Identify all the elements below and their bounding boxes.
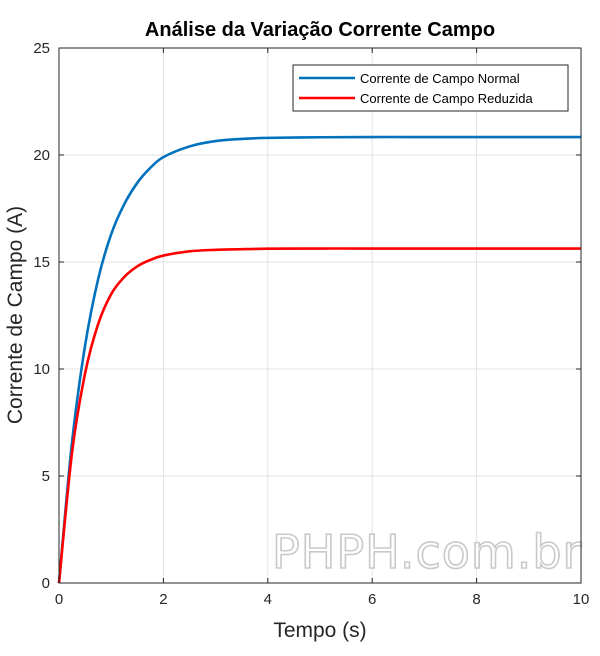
series-line-1 (57, 135, 581, 584)
x-tick-label: 0 (55, 591, 63, 608)
plot-frame (58, 47, 582, 584)
y-axis-label: Corrente de Campo (A) (4, 206, 27, 424)
y-tick-label: 15 (33, 254, 50, 271)
legend-label: Corrente de Campo Reduzida (360, 91, 533, 106)
x-tick-label: 10 (573, 591, 590, 608)
tick-labels: 0 2 4 6 8 10 0 5 10 15 20 25 (33, 40, 589, 608)
plot-background (59, 48, 581, 583)
legend-label: Corrente de Campo Normal (360, 71, 520, 86)
series-lines (57, 135, 581, 584)
x-tick-label: 2 (159, 591, 167, 608)
x-tick-label: 4 (264, 591, 272, 608)
y-tick-label: 25 (33, 40, 50, 57)
x-axis-label: Tempo (s) (273, 619, 366, 642)
x-tick-label: 6 (368, 591, 376, 608)
watermark: PHPH.com.br (272, 525, 582, 579)
chart-title: Análise da Variação Corrente Campo (145, 19, 495, 41)
y-tick-label: 5 (42, 468, 50, 485)
series-line-2 (57, 247, 581, 584)
legend-box (292, 64, 569, 112)
y-tick-label: 10 (33, 361, 50, 378)
y-tick-label: 0 (42, 575, 50, 592)
x-tick-label: 8 (472, 591, 480, 608)
y-tick-label: 20 (33, 147, 50, 164)
ticks (58, 47, 582, 584)
legend: Corrente de Campo Normal Corrente de Camp… (292, 64, 569, 112)
